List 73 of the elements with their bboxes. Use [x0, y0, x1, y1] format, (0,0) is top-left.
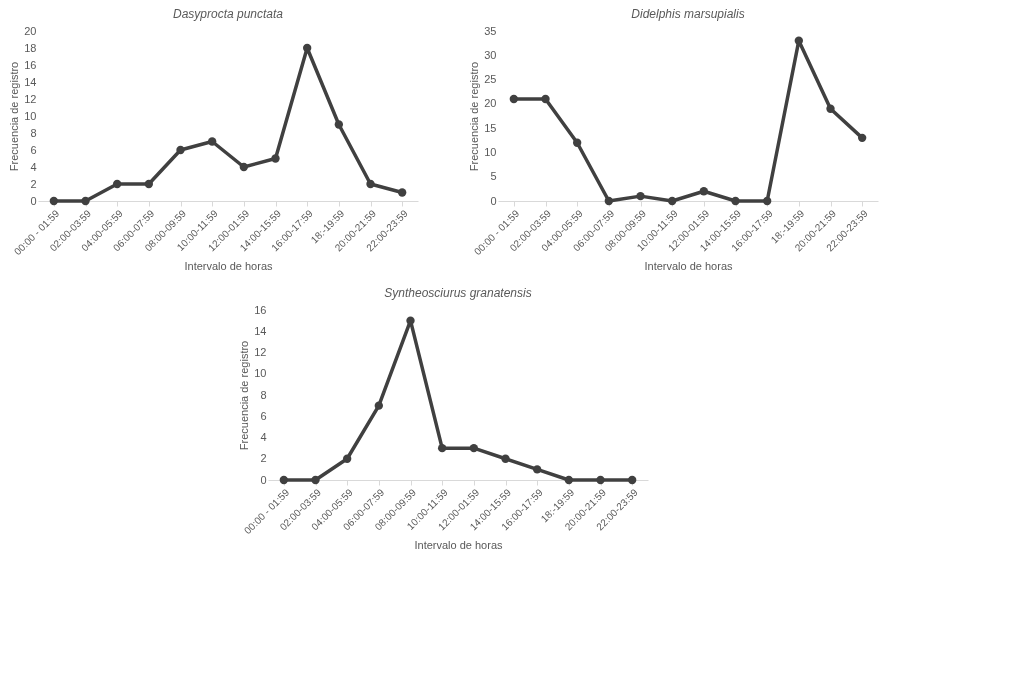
point — [49, 196, 59, 206]
point — [627, 475, 637, 485]
point — [311, 475, 320, 485]
y-tick-label: 8 — [30, 126, 37, 139]
y-axis-title: Frecuencia de registro — [468, 61, 481, 172]
y-tick-label: 0 — [260, 473, 267, 486]
point — [144, 179, 154, 189]
point — [501, 454, 510, 463]
y-tick-label: 35 — [484, 24, 497, 37]
x-axis-title: Intervalo de horas — [644, 260, 734, 273]
y-tick-label: 4 — [30, 160, 37, 173]
y-tick-label: 10 — [254, 367, 267, 380]
y-tick-label: 12 — [24, 92, 37, 105]
y-tick-label: 10 — [484, 145, 497, 158]
chart-title: Syntheosciurus granatensis — [384, 286, 532, 300]
y-tick-label: 6 — [30, 143, 37, 156]
point — [541, 94, 550, 104]
point — [279, 475, 289, 485]
point — [437, 443, 447, 453]
x-axis-title: Intervalo de horas — [414, 539, 504, 552]
chart-title: Dasyprocta punctata — [172, 7, 284, 21]
point — [731, 196, 740, 206]
point — [271, 154, 280, 163]
y-axis-title: Frecuencia de registro — [8, 61, 21, 172]
point — [762, 196, 772, 206]
point — [509, 94, 519, 104]
x-axis-title: Intervalo de horas — [184, 260, 274, 273]
point — [406, 316, 415, 325]
y-tick-label: 8 — [260, 388, 267, 401]
y-tick-label: 18 — [24, 41, 37, 54]
y-tick-label: 12 — [254, 346, 267, 358]
y-tick-label: 20 — [24, 24, 37, 37]
y-tick-label: 30 — [484, 48, 497, 61]
point — [699, 187, 709, 196]
point — [826, 104, 835, 113]
point — [469, 443, 479, 453]
y-tick-label: 10 — [24, 109, 37, 122]
point — [81, 196, 90, 206]
y-tick-label: 14 — [254, 324, 267, 337]
point — [207, 137, 217, 146]
y-tick-label: 0 — [30, 194, 37, 207]
point — [239, 162, 249, 172]
point — [334, 120, 344, 129]
y-tick-label: 16 — [254, 303, 267, 316]
point — [636, 191, 645, 201]
point — [374, 401, 384, 410]
point — [604, 196, 614, 206]
point — [572, 138, 582, 147]
y-tick-label: 20 — [484, 97, 497, 110]
point — [176, 145, 185, 155]
y-axis-title: Frecuencia de registro — [238, 340, 251, 451]
y-tick-label: 14 — [24, 75, 37, 88]
point — [342, 454, 352, 463]
y-tick-label: 16 — [24, 58, 37, 71]
point — [302, 43, 312, 53]
point — [596, 475, 605, 485]
y-tick-label: 6 — [260, 409, 267, 422]
y-tick-label: 25 — [484, 73, 497, 86]
point — [532, 465, 542, 474]
y-tick-label: 2 — [260, 452, 267, 465]
point — [794, 36, 804, 45]
point — [112, 179, 122, 189]
y-tick-label: 5 — [490, 170, 497, 183]
point — [564, 475, 574, 485]
y-tick-label: 15 — [484, 121, 497, 134]
point — [397, 188, 407, 197]
y-tick-label: 2 — [30, 177, 37, 190]
chart-title: Didelphis marsupialis — [631, 7, 745, 21]
y-tick-label: 4 — [260, 431, 267, 443]
point — [857, 133, 867, 143]
y-tick-label: 0 — [490, 194, 497, 207]
point — [366, 179, 375, 189]
point — [667, 196, 677, 206]
